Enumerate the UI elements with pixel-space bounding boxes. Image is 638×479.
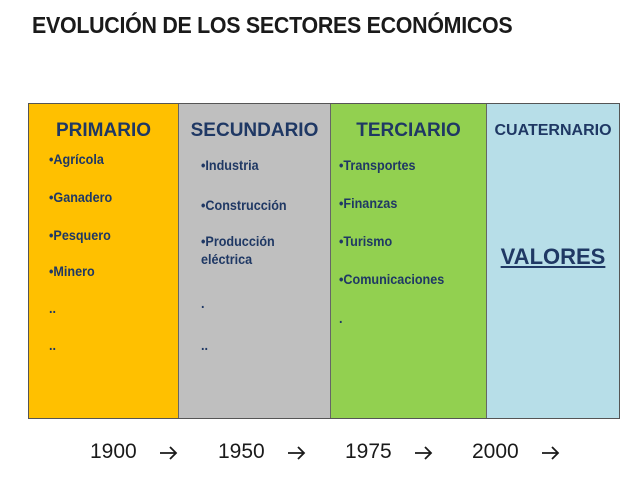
sector-column: PRIMARIO •Agrícola •Ganadero •Pesquero •Mine… (29, 104, 179, 418)
sector-item: . (201, 295, 205, 311)
sector-item: •Construcción (201, 197, 287, 213)
sector-item: . (339, 310, 343, 326)
sector-item: .. (201, 337, 209, 353)
timeline-arrow (160, 446, 178, 460)
sector-item: •Minero (49, 263, 95, 279)
timeline-year: 1950 (218, 440, 265, 463)
sector-item: •Agrícola (49, 151, 104, 167)
sector-column: SECUNDARIO •Industria •Construcción •Produc… (179, 104, 331, 418)
timeline-year: 1975 (345, 440, 392, 463)
timeline-arrow (288, 446, 306, 460)
sector-item: •Pesquero (49, 227, 111, 243)
sector-header: SECUNDARIO (190, 120, 319, 141)
timeline-year: 1900 (90, 440, 137, 463)
sector-item: .. (49, 337, 57, 353)
sector-header: CUATERNARIO (494, 122, 612, 139)
sector-item: .. (49, 300, 57, 316)
sector-item: •Transportes (339, 157, 416, 173)
sector-header: TERCIARIO (356, 120, 461, 141)
sector-column: CUATERNARIO VALORES (487, 104, 619, 418)
sector-highlight: VALORES (500, 244, 606, 269)
timeline-arrow (542, 446, 560, 460)
timeline-year: 2000 (472, 440, 519, 463)
sector-panel: PRIMARIO •Agrícola •Ganadero •Pesquero •Mine… (28, 103, 620, 419)
sector-item: •Turismo (339, 233, 393, 249)
sector-column: TERCIARIO •Transportes •Finanzas •Turismo •C… (331, 104, 487, 418)
sector-item: •Industria (201, 157, 259, 173)
sector-item: •Comunicaciones (339, 271, 445, 287)
title: EVOLUCIÓN DE LOS SECTORES ECONÓMICOS (32, 12, 513, 38)
sector-header: PRIMARIO (56, 120, 151, 141)
sector-item: •Producción eléctrica (201, 233, 275, 267)
sector-item: •Ganadero (49, 189, 113, 205)
timeline-arrow (415, 446, 433, 460)
sector-item: •Finanzas (339, 195, 398, 211)
